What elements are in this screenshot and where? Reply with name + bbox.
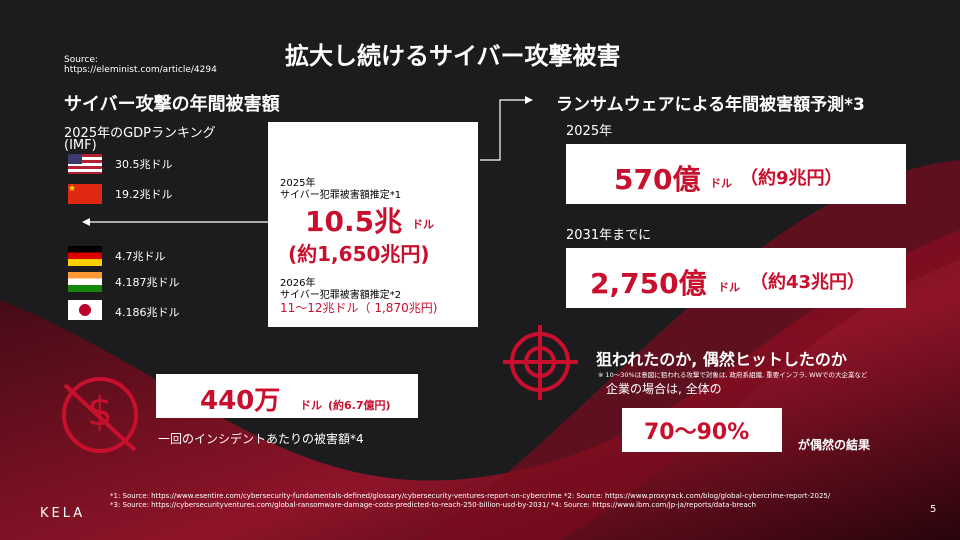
heading: サイバー攻撃の年間被害額 bbox=[64, 94, 280, 115]
flag bbox=[68, 300, 102, 320]
amount: 570億 bbox=[614, 163, 701, 196]
flag bbox=[68, 246, 102, 266]
amount: 440万 bbox=[200, 386, 281, 416]
share-box bbox=[622, 408, 782, 452]
logo: KELA bbox=[40, 506, 86, 521]
amount: 10.5兆 bbox=[305, 205, 403, 238]
page-number: 5 bbox=[930, 504, 937, 515]
unit: ドル bbox=[300, 399, 322, 412]
gdp-source: (IMF) bbox=[64, 138, 97, 153]
flag bbox=[68, 272, 102, 292]
incident-box bbox=[156, 374, 418, 418]
caption: 一回のインシデントあたりの被害額*4 bbox=[158, 432, 364, 446]
center-box bbox=[268, 122, 478, 327]
heading: 狙われたのか, 偶然ヒットしたのか bbox=[596, 350, 847, 369]
gdp-value: 4.186兆ドル bbox=[115, 306, 180, 319]
gdp-value: 19.2兆ドル bbox=[115, 188, 173, 201]
share: 70～90% bbox=[644, 420, 750, 445]
label: サイバー犯罪被害額推定*2 bbox=[280, 290, 402, 301]
yen: (約6.7億円) bbox=[328, 399, 391, 412]
source-url: https://eleminist.com/article/4294 bbox=[64, 65, 217, 75]
gdp-value: 4.187兆ドル bbox=[115, 276, 180, 289]
footnote: *1: Source: https://www.esentire.com/cyb… bbox=[110, 492, 831, 500]
yen: （約9兆円） bbox=[740, 168, 843, 189]
ransom-box bbox=[566, 248, 906, 308]
gdp-label: 2025年のGDPランキング bbox=[64, 126, 216, 141]
unit: ドル bbox=[710, 177, 732, 190]
heading: ランサムウェアによる年間被害額予測*3 bbox=[556, 95, 865, 115]
svg-text:$: $ bbox=[87, 389, 112, 435]
gdp-value: 30.5兆ドル bbox=[115, 158, 173, 171]
unit: ドル bbox=[412, 218, 434, 231]
year: 2026年 bbox=[280, 278, 316, 289]
gdp-value: 4.7兆ドル bbox=[115, 250, 166, 263]
lead: 企業の場合は, 全体の bbox=[606, 382, 722, 396]
yen: （約43兆円） bbox=[750, 272, 866, 293]
footnote: *3: Source: https://cybersecurityventure… bbox=[110, 501, 757, 509]
unit: ドル bbox=[718, 281, 740, 294]
flag: ★ bbox=[68, 184, 102, 204]
yen: (約1,650兆円) bbox=[288, 242, 430, 266]
label: サイバー犯罪被害額推定*1 bbox=[280, 190, 402, 201]
source-label: Source: bbox=[64, 55, 98, 65]
period: 2031年までに bbox=[566, 228, 652, 243]
year: 2025年 bbox=[280, 178, 316, 189]
ransom-box bbox=[566, 144, 906, 204]
flag bbox=[68, 154, 102, 174]
note: ※ 10～30%は意図に狙われる攻撃で対象は, 政府系組織, 重要インフラ, W… bbox=[598, 371, 868, 379]
tail: が偶然の結果 bbox=[798, 438, 871, 452]
period: 2025年 bbox=[566, 124, 613, 139]
amount: 2,750億 bbox=[590, 267, 707, 300]
forecast: 11～12兆ドル（ 1,870兆円) bbox=[280, 301, 438, 315]
title: 拡大し続けるサイバー攻撃被害 bbox=[285, 42, 621, 70]
